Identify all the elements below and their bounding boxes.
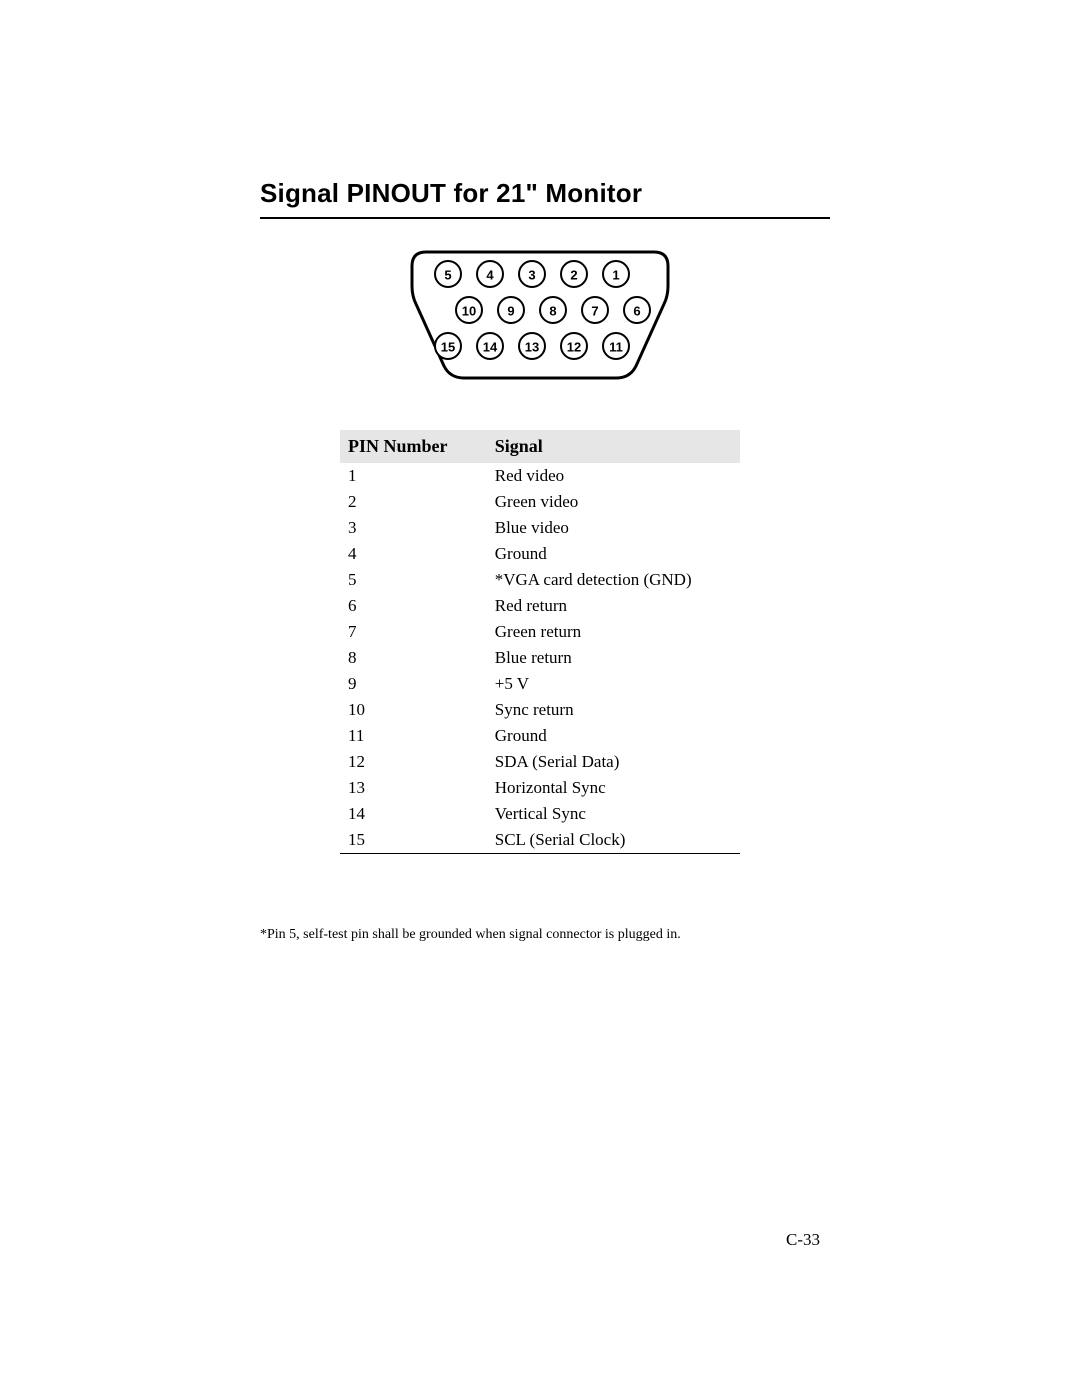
pin-11: 11	[603, 333, 629, 359]
pin-label-6: 6	[633, 304, 640, 319]
cell-signal: Vertical Sync	[487, 801, 740, 827]
pin-label-1: 1	[612, 268, 619, 283]
pin-label-8: 8	[549, 304, 556, 319]
pin-13: 13	[519, 333, 545, 359]
table-row: 9+5 V	[340, 671, 740, 697]
cell-pin: 8	[340, 645, 487, 671]
table-row: 6Red return	[340, 593, 740, 619]
title-block: Signal PINOUT for 21" Monitor	[260, 178, 830, 227]
pin-label-15: 15	[441, 340, 455, 355]
pin-6: 6	[624, 297, 650, 323]
table-row: 14Vertical Sync	[340, 801, 740, 827]
cell-signal: Sync return	[487, 697, 740, 723]
table-row: 11Ground	[340, 723, 740, 749]
table-row: 8Blue return	[340, 645, 740, 671]
cell-pin: 12	[340, 749, 487, 775]
pin-9: 9	[498, 297, 524, 323]
cell-pin: 4	[340, 541, 487, 567]
table-header-row: PIN Number Signal	[340, 430, 740, 463]
cell-signal: *VGA card detection (GND)	[487, 567, 740, 593]
cell-pin: 10	[340, 697, 487, 723]
table-body: 1Red video2Green video3Blue video4Ground…	[340, 463, 740, 854]
pin-5: 5	[435, 261, 461, 287]
footnote: *Pin 5, self-test pin shall be grounded …	[260, 927, 681, 943]
table-row: 12SDA (Serial Data)	[340, 749, 740, 775]
pin-label-9: 9	[507, 304, 514, 319]
cell-signal: Green video	[487, 489, 740, 515]
col-header-pin: PIN Number	[340, 430, 487, 463]
cell-pin: 1	[340, 463, 487, 489]
table-row: 4Ground	[340, 541, 740, 567]
cell-signal: Blue return	[487, 645, 740, 671]
table-row: 15SCL (Serial Clock)	[340, 827, 740, 854]
cell-signal: +5 V	[487, 671, 740, 697]
pin-label-7: 7	[591, 304, 598, 319]
cell-pin: 3	[340, 515, 487, 541]
cell-pin: 2	[340, 489, 487, 515]
pin-1: 1	[603, 261, 629, 287]
cell-pin: 9	[340, 671, 487, 697]
cell-pin: 14	[340, 801, 487, 827]
table-row: 5*VGA card detection (GND)	[340, 567, 740, 593]
pin-14: 14	[477, 333, 503, 359]
pin-8: 8	[540, 297, 566, 323]
pin-7: 7	[582, 297, 608, 323]
connector-diagram: 5 4 3 2 1 10 9 8 7 6 15 14 13 12 11	[400, 238, 680, 388]
pin-label-4: 4	[486, 268, 494, 283]
pin-label-3: 3	[528, 268, 535, 283]
pinout-table: PIN Number Signal 1Red video2Green video…	[340, 430, 740, 854]
cell-pin: 15	[340, 827, 487, 854]
title-rule	[260, 217, 830, 219]
pin-label-14: 14	[483, 340, 498, 355]
cell-signal: Horizontal Sync	[487, 775, 740, 801]
cell-signal: SCL (Serial Clock)	[487, 827, 740, 854]
pin-label-10: 10	[462, 304, 476, 319]
page-title: Signal PINOUT for 21" Monitor	[260, 178, 830, 209]
cell-signal: Red video	[487, 463, 740, 489]
pin-12: 12	[561, 333, 587, 359]
page: Signal PINOUT for 21" Monitor 5432110987…	[0, 0, 1080, 1397]
cell-pin: 13	[340, 775, 487, 801]
table-row: 7Green return	[340, 619, 740, 645]
cell-signal: Blue video	[487, 515, 740, 541]
connector-svg: 5 4 3 2 1 10 9 8 7 6 15 14 13 12 11	[400, 238, 680, 398]
pin-label-5: 5	[444, 268, 451, 283]
table-row: 10Sync return	[340, 697, 740, 723]
table-row: 3Blue video	[340, 515, 740, 541]
cell-signal: Green return	[487, 619, 740, 645]
pin-3: 3	[519, 261, 545, 287]
table-row: 1Red video	[340, 463, 740, 489]
page-number: C-33	[786, 1230, 820, 1250]
cell-signal: SDA (Serial Data)	[487, 749, 740, 775]
cell-signal: Ground	[487, 723, 740, 749]
cell-pin: 7	[340, 619, 487, 645]
table-row: 13Horizontal Sync	[340, 775, 740, 801]
table-row: 2Green video	[340, 489, 740, 515]
pin-10: 10	[456, 297, 482, 323]
pin-2: 2	[561, 261, 587, 287]
col-header-signal: Signal	[487, 430, 740, 463]
pin-15: 15	[435, 333, 461, 359]
cell-pin: 5	[340, 567, 487, 593]
cell-signal: Ground	[487, 541, 740, 567]
pinout-table-wrap: PIN Number Signal 1Red video2Green video…	[340, 430, 740, 854]
cell-pin: 6	[340, 593, 487, 619]
pin-label-2: 2	[570, 268, 577, 283]
pin-label-13: 13	[525, 340, 539, 355]
cell-pin: 11	[340, 723, 487, 749]
pin-4: 4	[477, 261, 503, 287]
pin-label-12: 12	[567, 340, 581, 355]
cell-signal: Red return	[487, 593, 740, 619]
pin-label-11: 11	[609, 340, 623, 355]
